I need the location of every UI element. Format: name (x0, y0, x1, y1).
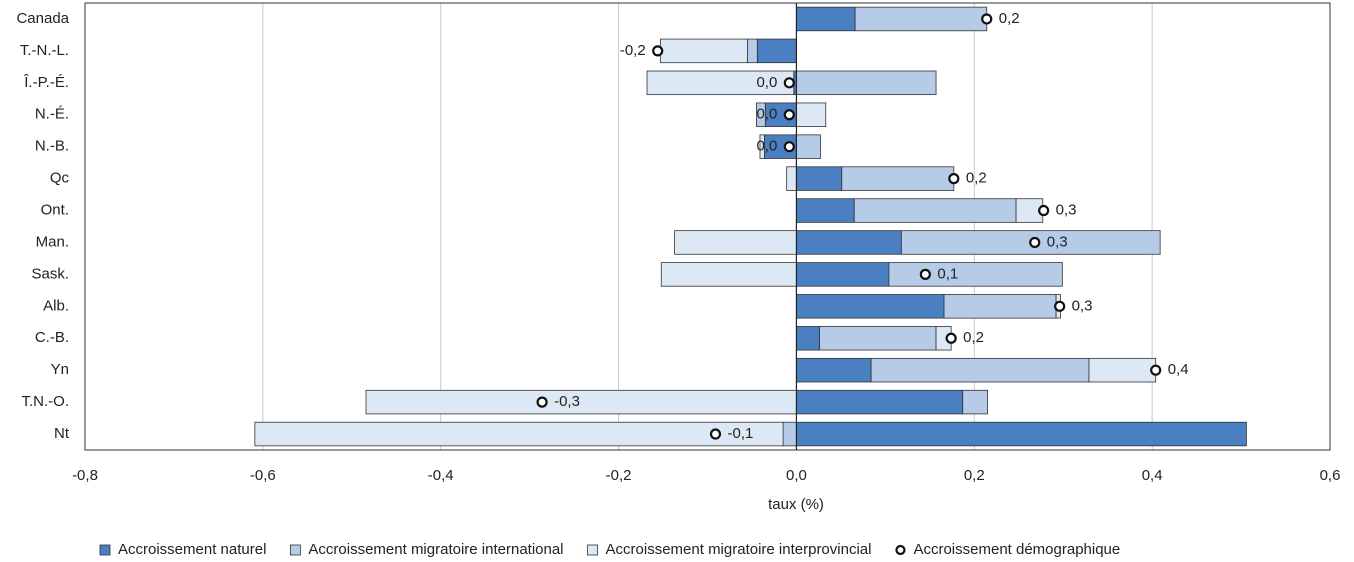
y-tick-label: Alb. (43, 297, 69, 314)
y-tick-label: Sask. (31, 265, 69, 282)
y-tick-label: T.-N.-L. (20, 42, 69, 59)
bar (782, 421, 797, 447)
y-tick-label: T.N.-O. (22, 393, 70, 410)
x-tick-label: 0,4 (1142, 467, 1163, 484)
legend-swatch (290, 544, 301, 556)
total-marker (1029, 236, 1041, 249)
bar (854, 6, 988, 32)
bar (660, 262, 797, 287)
data-label: 0,2 (999, 10, 1020, 27)
y-tick-label: Yn (51, 361, 69, 378)
total-marker (948, 173, 960, 185)
bar (841, 166, 955, 191)
data-label: 0,2 (966, 170, 987, 187)
legend-swatch (587, 544, 598, 556)
data-label: -0,1 (728, 425, 754, 442)
x-tick-label: 0,2 (964, 467, 985, 484)
y-tick-label: N.-B. (35, 138, 69, 155)
legend-swatch (99, 544, 111, 556)
total-marker (783, 77, 795, 89)
bar (796, 6, 856, 32)
total-marker (919, 268, 931, 280)
x-tick-label: -0,4 (428, 467, 454, 484)
y-tick-label: Nt (54, 425, 70, 442)
y-tick-label: Î.-P.-É. (23, 74, 69, 91)
x-tick-label: -0,8 (72, 467, 98, 484)
total-marker (536, 396, 548, 408)
legend-label: Accroissement naturel (118, 541, 266, 558)
total-marker (1054, 300, 1066, 312)
bar (796, 326, 820, 351)
data-label: 0,2 (963, 329, 984, 346)
legend-label: Accroissement démographique (913, 541, 1120, 558)
plot-frame (84, 2, 1331, 451)
bar (796, 198, 855, 223)
bar (756, 38, 797, 64)
bar (756, 102, 766, 127)
total-marker (709, 428, 722, 440)
data-label: 0,1 (937, 265, 958, 282)
y-tick-label: Ont. (41, 202, 69, 219)
bar (674, 230, 797, 255)
bar (796, 70, 937, 96)
bar (819, 326, 937, 351)
total-marker (1150, 364, 1162, 376)
bar (888, 262, 1063, 287)
bar (796, 102, 827, 127)
x-tick-label: 0,6 (1320, 467, 1341, 484)
data-label: 0,3 (1056, 202, 1077, 219)
bar (254, 421, 784, 447)
x-tick-label: -0,2 (606, 467, 632, 484)
x-axis-title: taux (%) (768, 496, 824, 513)
data-label: 0,0 (756, 106, 777, 123)
data-label: 0,3 (1072, 297, 1093, 314)
bar (853, 198, 1017, 223)
total-marker (945, 332, 957, 344)
total-marker (1038, 204, 1050, 217)
bar (796, 230, 902, 255)
bar (796, 262, 890, 287)
bar (796, 389, 964, 415)
bar (943, 294, 1057, 319)
bar (1088, 357, 1157, 383)
x-tick-label: -0,6 (250, 467, 276, 484)
bar (786, 166, 797, 191)
y-tick-label: Qc (50, 170, 70, 187)
y-tick-label: N.-É. (35, 106, 69, 123)
data-label: 0,0 (756, 138, 777, 155)
y-tick-label: C.-B. (35, 329, 69, 346)
x-tick-label: 0,0 (786, 467, 807, 484)
y-tick-label: Canada (16, 10, 69, 27)
y-tick-label: Man. (36, 233, 69, 250)
legend-label: Accroissement migratoire interprovincial (606, 541, 872, 558)
bar (796, 357, 872, 383)
bar (759, 134, 765, 159)
total-marker (652, 45, 664, 57)
legend-label: Accroissement migratoire international (308, 541, 563, 558)
total-marker (783, 109, 795, 121)
bar (796, 166, 843, 191)
bar (962, 389, 989, 415)
bar (796, 294, 945, 319)
bar (747, 38, 758, 64)
data-label: 0,3 (1047, 233, 1068, 250)
data-label: 0,0 (756, 74, 777, 91)
legend-marker (895, 544, 906, 556)
total-marker (783, 141, 795, 153)
total-marker (981, 13, 993, 25)
data-label: 0,4 (1168, 361, 1189, 378)
bar (365, 389, 797, 415)
bar (870, 357, 1090, 383)
data-label: -0,2 (620, 42, 646, 59)
bar (796, 421, 1247, 447)
bar (796, 134, 821, 159)
bar (659, 38, 748, 64)
data-label: -0,3 (554, 393, 580, 410)
